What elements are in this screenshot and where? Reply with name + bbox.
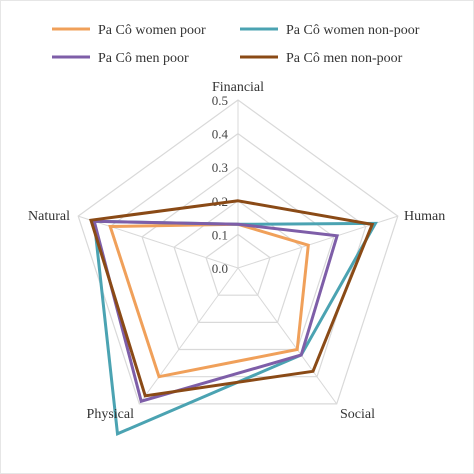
grid-spoke [237, 267, 338, 405]
tick-label: 0.5 [212, 93, 228, 108]
radial-tick-labels: 0.00.10.20.30.40.5 [212, 93, 229, 276]
legend-label-men-poor: Pa Cô men poor [98, 51, 189, 66]
grid-ring [77, 99, 399, 405]
axis-label-social: Social [340, 407, 375, 422]
grid-ring [109, 132, 367, 378]
axis-label-natural: Natural [28, 209, 70, 224]
legend: Pa Cô women poor Pa Cô women non-poor Pa… [52, 23, 420, 66]
tick-label: 0.0 [212, 261, 228, 276]
tick-label: 0.3 [212, 160, 228, 175]
series-line-0 [108, 222, 310, 379]
grid-spoke [138, 267, 239, 405]
tick-label: 0.1 [212, 227, 228, 242]
series-line-2 [92, 219, 340, 404]
legend-label-men-non-poor: Pa Cô men non-poor [286, 51, 403, 66]
axis-label-human: Human [404, 209, 445, 224]
series-line-3 [89, 199, 375, 398]
tick-label: 0.4 [212, 127, 229, 142]
series-lines [89, 199, 378, 436]
axis-labels: Financial Human Social Physical Natural [28, 80, 445, 422]
axis-label-physical: Physical [87, 407, 135, 422]
grid-spoke [78, 215, 239, 269]
legend-label-women-non-poor: Pa Cô women non-poor [286, 23, 420, 38]
axis-label-financial: Financial [212, 80, 264, 95]
legend-label-women-poor: Pa Cô women poor [98, 23, 206, 38]
grid-ring [205, 233, 271, 296]
